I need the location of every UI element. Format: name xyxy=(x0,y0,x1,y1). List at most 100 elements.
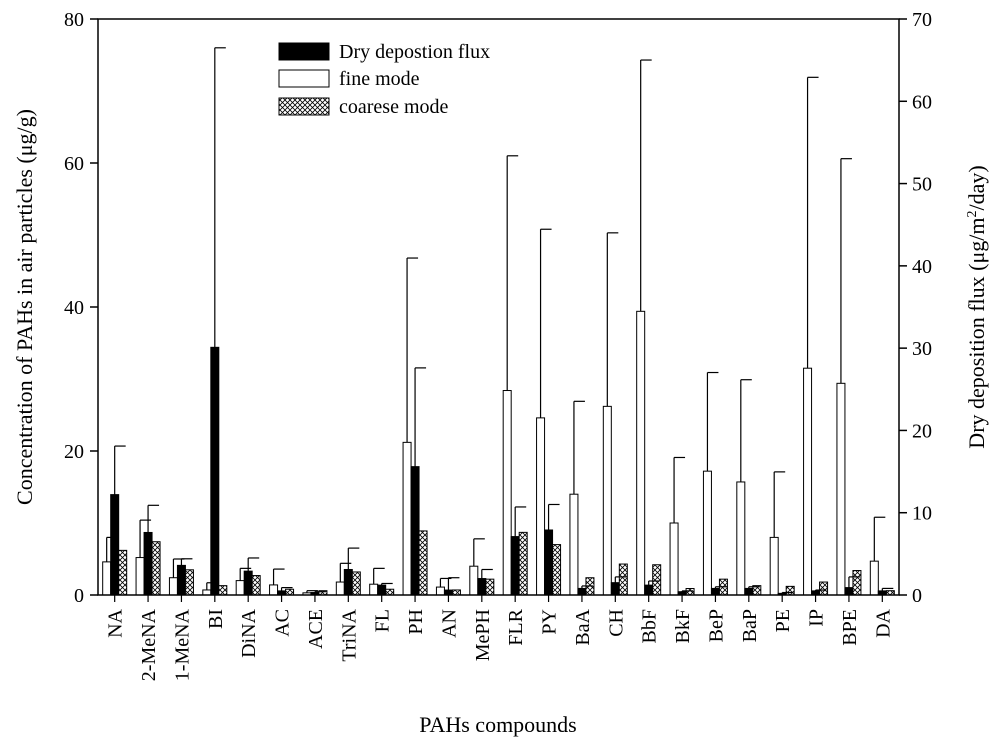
error-bar-fine-mode-baa xyxy=(573,400,585,495)
left-tick-label: 20 xyxy=(64,441,84,463)
bar-dry-depostion-flux-na xyxy=(110,494,120,596)
x-tick-label-na: NA xyxy=(105,608,127,637)
error-bar-dry-depostion-flux-flr xyxy=(514,506,527,537)
bar-coarese-mode-1-mena xyxy=(184,569,194,596)
bar-dry-depostion-flux-bep xyxy=(710,587,720,596)
bar-fine-mode-da xyxy=(869,560,879,596)
bar-fine-mode-ch xyxy=(602,405,612,596)
error-bar-dry-depostion-flux-2-mena xyxy=(147,504,160,533)
bar-fine-mode-trina xyxy=(335,581,345,596)
error-bar-fine-mode-an xyxy=(439,577,452,588)
bar-coarese-mode-2-mena xyxy=(151,541,161,596)
y-axis-title-right: Dry deposition flux (μg/m2/day) xyxy=(964,165,989,448)
right-tick-label: 70 xyxy=(912,9,932,31)
y-axis-title-left: Concentration of PAHs in air particles (… xyxy=(12,109,37,505)
x-tick-label-bbf: BbF xyxy=(639,609,661,643)
bar-dry-depostion-flux-1-mena xyxy=(176,564,186,596)
bar-fine-mode-bkf xyxy=(669,522,679,596)
x-tick-label-fl: FL xyxy=(372,609,394,632)
bar-fine-mode-na xyxy=(102,561,112,596)
bar-coarese-mode-na xyxy=(118,549,128,596)
error-bar-dry-depostion-flux-ip xyxy=(814,589,827,591)
error-bar-dry-depostion-flux-bap xyxy=(748,586,760,589)
bar-dry-depostion-flux-2-mena xyxy=(143,531,153,596)
x-axis-title: PAHs compounds xyxy=(419,712,577,737)
bar-coarese-mode-flr xyxy=(518,531,528,596)
bar-dry-depostion-flux-meph xyxy=(477,578,487,596)
error-bar-fine-mode-meph xyxy=(473,538,485,567)
legend-swatch-fine-mode xyxy=(278,69,330,88)
bar-coarese-mode-meph xyxy=(485,578,495,596)
right-tick-label: 0 xyxy=(912,585,922,607)
legend-swatch-dry-deposition xyxy=(278,42,330,61)
right-axis: 0 10 20 30 40 50 60 70 xyxy=(899,9,932,607)
right-tick-label: 10 xyxy=(912,503,932,525)
bar-fine-mode-bpe xyxy=(836,382,846,596)
error-bar-dry-depostion-flux-trina xyxy=(347,547,360,570)
left-tick-label: 60 xyxy=(64,153,84,175)
x-tick-label-1-mena: 1-MeNA xyxy=(171,608,193,681)
error-bar-dry-depostion-flux-bbf xyxy=(648,580,660,586)
error-bar-fine-mode-da xyxy=(873,516,886,562)
right-tick-label: 60 xyxy=(912,91,932,113)
bar-fine-mode-bi xyxy=(202,589,212,596)
bar-coarese-mode-py xyxy=(552,544,562,596)
bar-coarese-mode-ph xyxy=(418,530,428,596)
bar-fine-mode-ac xyxy=(269,584,279,596)
bar-dry-depostion-flux-ph xyxy=(410,466,420,596)
x-tick-label-ip: IP xyxy=(806,609,828,627)
error-bar-fine-mode-bi xyxy=(206,582,218,590)
bar-coarese-mode-dina xyxy=(251,575,261,596)
bar-dry-depostion-flux-ch xyxy=(610,582,620,596)
error-bar-dry-depostion-flux-ch xyxy=(614,576,627,583)
error-bar-dry-depostion-flux-da xyxy=(881,587,894,591)
error-bars-layer xyxy=(106,47,894,594)
error-bar-dry-depostion-flux-py xyxy=(547,503,560,530)
bar-dry-depostion-flux-dina xyxy=(243,570,253,596)
right-tick-label: 40 xyxy=(912,256,932,278)
bar-dry-depostion-flux-bpe xyxy=(844,587,854,596)
bars-layer xyxy=(102,310,895,596)
error-bar-fine-mode-dina xyxy=(239,567,252,581)
x-tick-label-ace: ACE xyxy=(305,609,327,649)
error-bar-dry-depostion-flux-bi xyxy=(214,47,226,348)
bar-fine-mode-meph xyxy=(469,565,479,596)
right-tick-label: 30 xyxy=(912,338,932,360)
x-tick-label-bap: BaP xyxy=(739,609,761,642)
x-tick-label-dina: DiNA xyxy=(238,608,260,657)
error-bar-fine-mode-pe xyxy=(773,471,786,538)
bar-fine-mode-ip xyxy=(803,367,813,596)
bar-fine-mode-fl xyxy=(369,583,379,596)
bar-coarese-mode-fl xyxy=(385,588,395,596)
x-tick-label-bkf: BkF xyxy=(672,609,694,643)
x-tick-label-flr: FLR xyxy=(505,608,527,645)
x-tick-label-an: AN xyxy=(438,609,460,638)
x-tick-label-bep: BeP xyxy=(705,609,727,642)
right-tick-label: 20 xyxy=(912,420,932,442)
bar-dry-depostion-flux-bbf xyxy=(644,584,654,596)
bar-dry-depostion-flux-trina xyxy=(343,568,353,596)
error-bar-fine-mode-ip xyxy=(806,76,819,369)
x-tick-label-bi: BI xyxy=(205,609,227,629)
error-bar-dry-depostion-flux-meph xyxy=(481,568,493,579)
x-axis: NA 2-MeNA 1-MeNA BI DiNA AC ACE TriNA FL PH AN MePH… xyxy=(105,595,894,681)
x-tick-label-py: PY xyxy=(539,609,561,635)
bar-coarese-mode-bpe xyxy=(852,570,862,596)
left-tick-label: 80 xyxy=(64,9,84,31)
error-bar-dry-depostion-flux-bpe xyxy=(848,576,860,588)
error-bar-dry-depostion-flux-baa xyxy=(581,585,593,589)
error-bar-dry-depostion-flux-an xyxy=(447,577,460,591)
x-tick-label-ac: AC xyxy=(272,609,294,637)
error-bar-fine-mode-bpe xyxy=(840,158,852,384)
x-tick-label-meph: MePH xyxy=(472,609,494,661)
left-tick-label: 40 xyxy=(64,297,84,319)
bar-coarese-mode-ch xyxy=(618,563,628,596)
x-tick-label-2-mena: 2-MeNA xyxy=(138,608,160,681)
x-tick-label-da: DA xyxy=(872,608,894,637)
error-bar-dry-depostion-flux-pe xyxy=(781,591,794,594)
bar-dry-depostion-flux-bi xyxy=(210,346,220,596)
error-bar-fine-mode-bap xyxy=(740,379,752,482)
bar-fine-mode-flr xyxy=(502,390,512,596)
error-bar-dry-depostion-flux-1-mena xyxy=(180,558,193,566)
bar-dry-depostion-flux-flr xyxy=(510,536,520,596)
